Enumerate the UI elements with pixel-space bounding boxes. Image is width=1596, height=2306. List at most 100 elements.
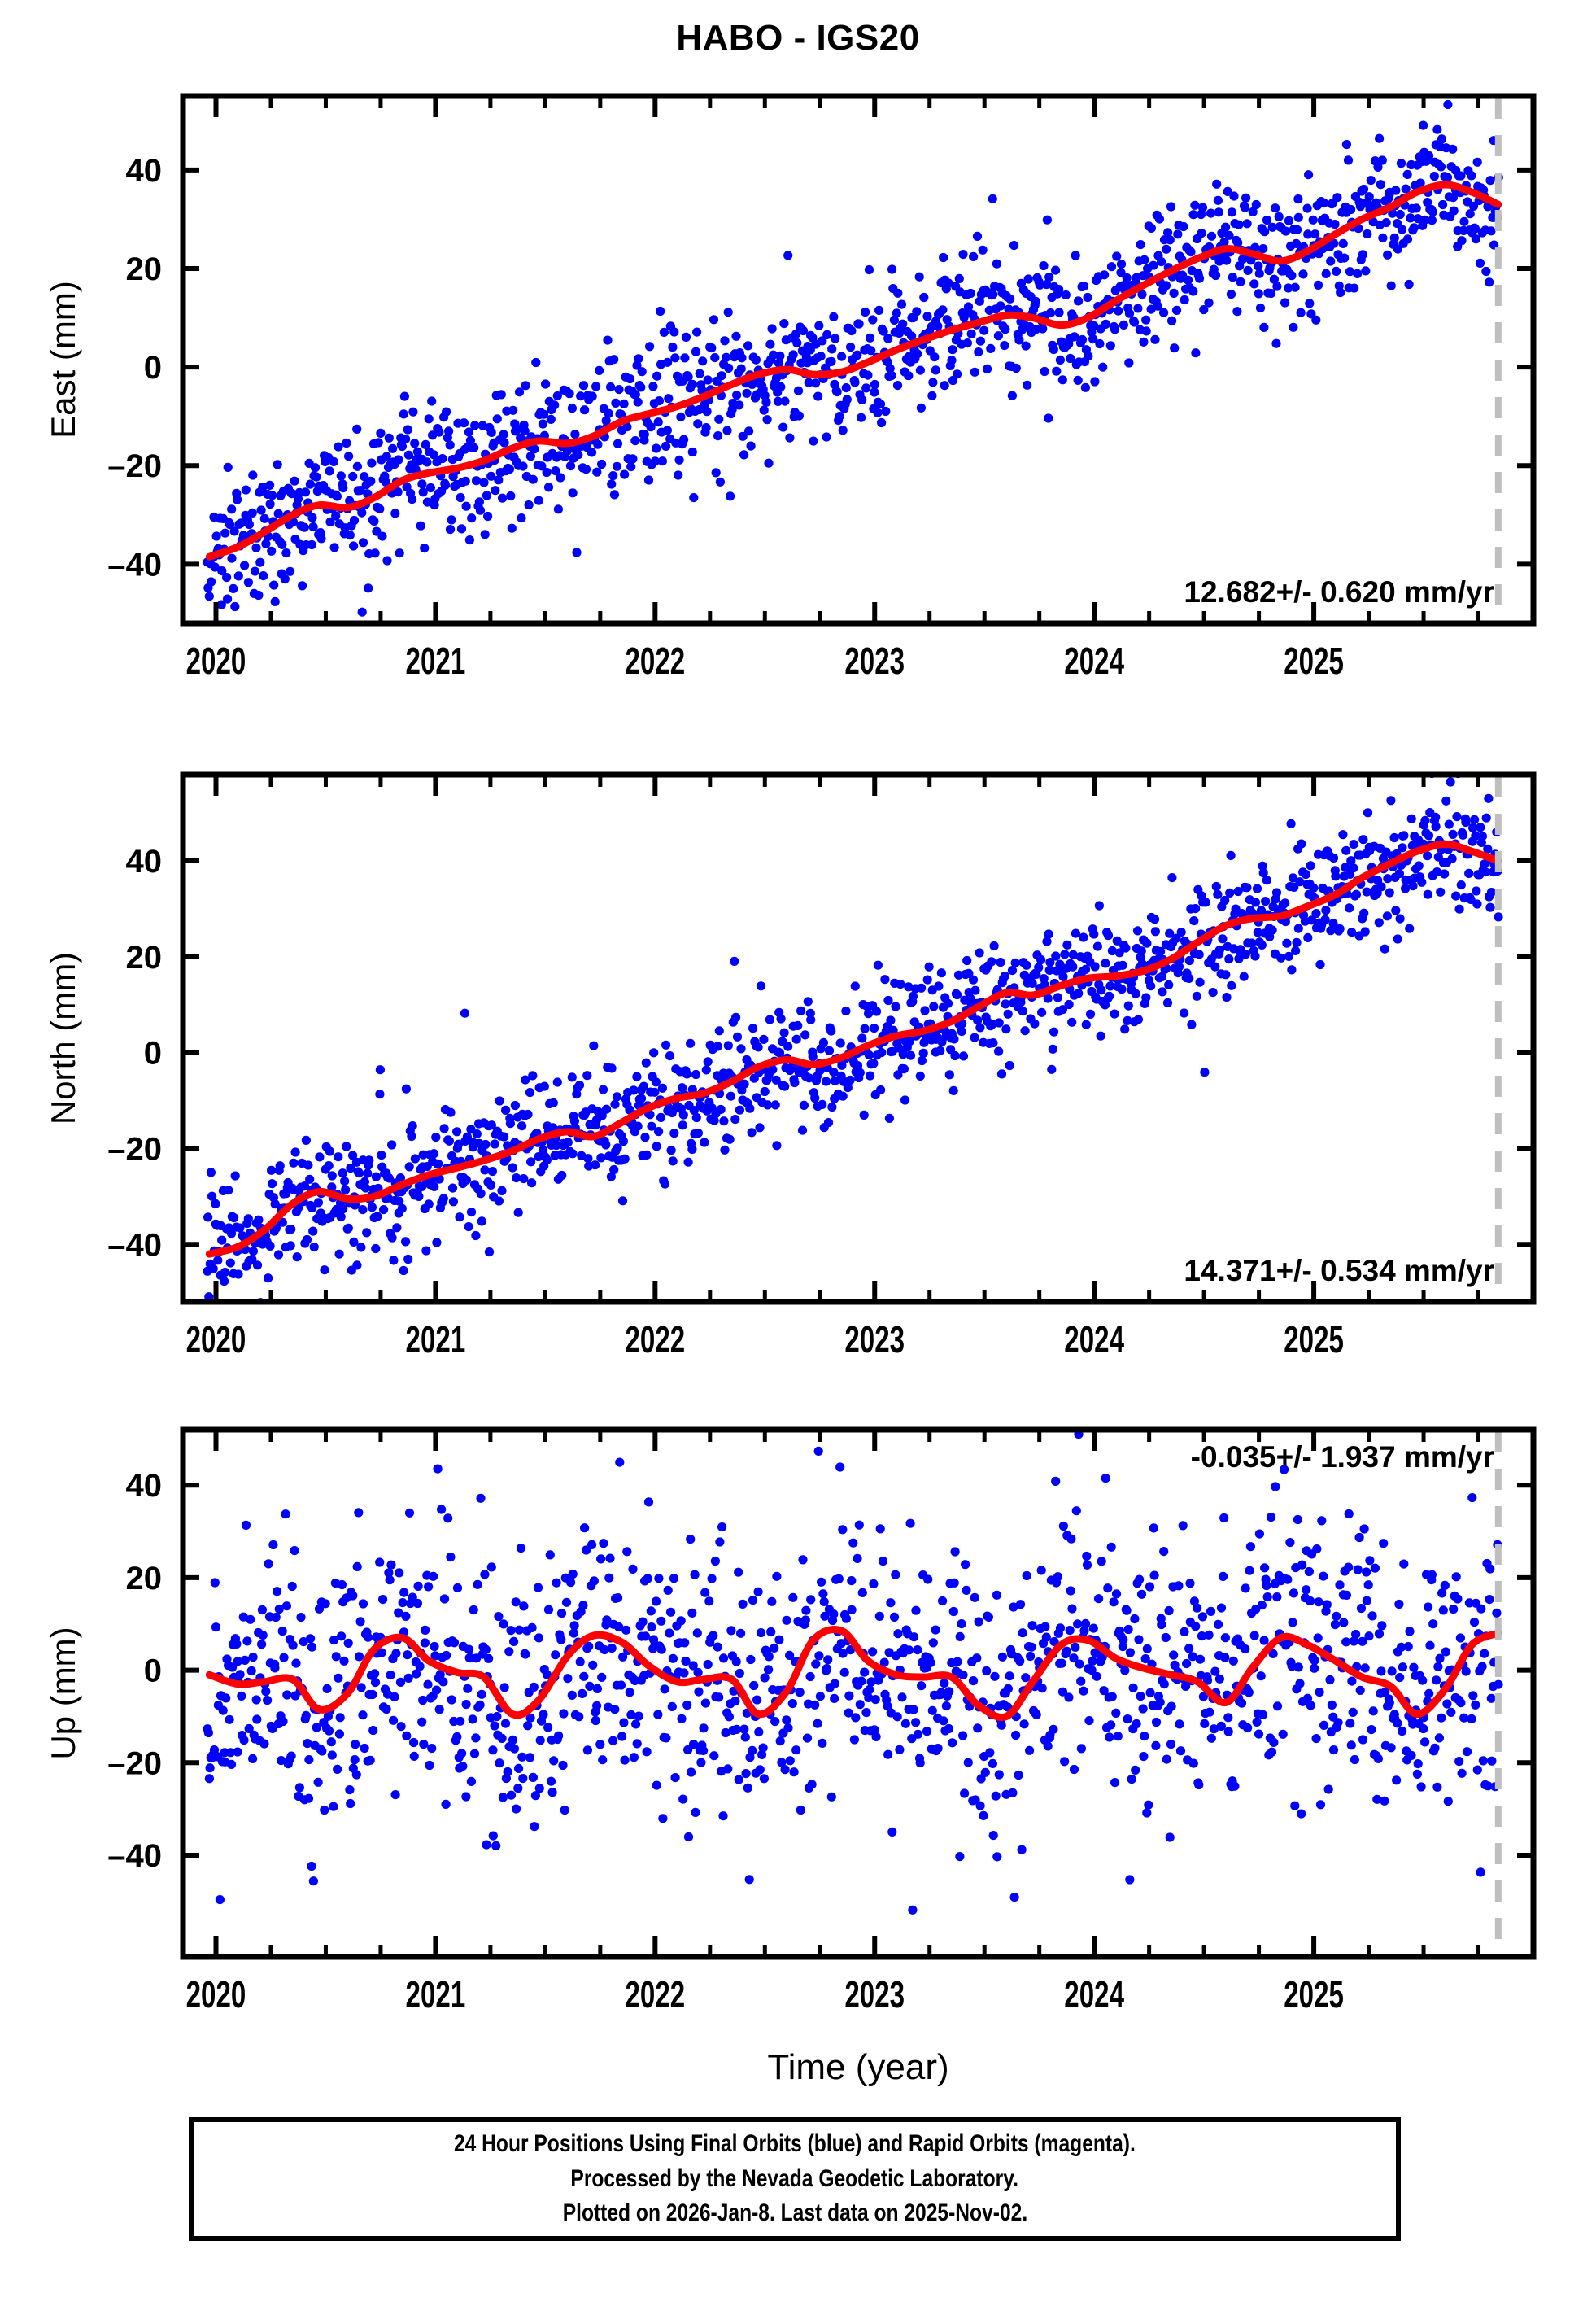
data-point bbox=[868, 1647, 878, 1657]
data-point bbox=[1112, 251, 1122, 261]
data-point bbox=[320, 1265, 329, 1275]
data-point bbox=[974, 1617, 983, 1627]
data-point bbox=[384, 1568, 394, 1578]
data-point bbox=[656, 1644, 666, 1654]
data-point bbox=[774, 1048, 785, 1058]
data-point bbox=[676, 412, 686, 421]
data-point bbox=[1266, 288, 1276, 299]
data-point bbox=[992, 259, 1001, 269]
data-point bbox=[216, 600, 226, 609]
y-tick-label: 40 bbox=[126, 844, 163, 880]
data-point bbox=[1055, 355, 1065, 365]
data-point bbox=[1301, 869, 1310, 880]
data-point bbox=[530, 1791, 541, 1801]
data-point bbox=[1055, 1623, 1066, 1633]
data-point bbox=[1011, 363, 1021, 373]
data-point bbox=[702, 407, 712, 417]
data-point bbox=[1166, 1740, 1176, 1749]
data-point bbox=[1188, 1652, 1197, 1662]
data-point bbox=[695, 369, 704, 378]
data-point bbox=[471, 1733, 481, 1743]
data-point bbox=[610, 1099, 620, 1109]
data-point bbox=[1420, 815, 1430, 825]
data-point bbox=[574, 1712, 584, 1722]
data-point bbox=[958, 1670, 968, 1680]
data-point bbox=[643, 1497, 654, 1507]
data-point bbox=[775, 1736, 785, 1746]
data-point bbox=[368, 1689, 377, 1700]
data-point bbox=[1202, 1675, 1213, 1685]
data-point bbox=[681, 332, 691, 342]
data-point bbox=[928, 378, 938, 387]
data-point bbox=[342, 438, 351, 448]
data-point bbox=[461, 501, 471, 511]
data-point bbox=[661, 441, 671, 452]
data-point bbox=[1146, 304, 1156, 314]
data-point bbox=[469, 1605, 478, 1615]
data-point bbox=[1307, 915, 1317, 925]
data-point bbox=[767, 324, 777, 334]
data-point bbox=[1218, 934, 1228, 944]
data-point bbox=[693, 1667, 703, 1677]
data-point bbox=[1101, 1474, 1110, 1483]
data-point bbox=[615, 1457, 625, 1467]
data-point bbox=[308, 1876, 318, 1886]
data-point bbox=[787, 1699, 797, 1709]
data-point bbox=[982, 1666, 992, 1676]
data-point bbox=[1328, 853, 1339, 863]
data-point bbox=[600, 1644, 609, 1655]
data-point bbox=[452, 1583, 463, 1593]
data-point bbox=[1138, 1704, 1148, 1714]
scatter-points-up bbox=[203, 1430, 1503, 1915]
data-point bbox=[531, 357, 541, 368]
data-point bbox=[408, 495, 417, 504]
data-point bbox=[780, 1081, 790, 1091]
data-point bbox=[713, 431, 723, 441]
data-point bbox=[1042, 280, 1052, 290]
data-point bbox=[613, 439, 623, 448]
data-point bbox=[1159, 1547, 1169, 1557]
data-point bbox=[334, 1152, 343, 1162]
data-point bbox=[1198, 1692, 1208, 1701]
data-point bbox=[753, 1042, 763, 1052]
data-point bbox=[793, 386, 804, 395]
data-point bbox=[1293, 924, 1303, 933]
data-point bbox=[782, 1615, 791, 1625]
data-point bbox=[410, 439, 420, 448]
data-point bbox=[813, 391, 823, 401]
data-point bbox=[1293, 212, 1303, 222]
data-point bbox=[824, 1046, 835, 1055]
data-point bbox=[748, 1596, 758, 1605]
data-point bbox=[1049, 1724, 1058, 1734]
data-point bbox=[1136, 1589, 1147, 1599]
data-point bbox=[703, 375, 713, 385]
data-point bbox=[1448, 144, 1458, 154]
data-point bbox=[1267, 925, 1277, 935]
data-point bbox=[523, 1721, 533, 1731]
data-point bbox=[1380, 1796, 1389, 1806]
data-point bbox=[342, 1142, 351, 1151]
data-point bbox=[1080, 1618, 1091, 1628]
data-point bbox=[861, 307, 870, 317]
data-point bbox=[895, 1745, 905, 1754]
data-point bbox=[668, 1156, 678, 1166]
data-point bbox=[1111, 1708, 1121, 1718]
data-point bbox=[1021, 341, 1031, 351]
data-point bbox=[1044, 413, 1053, 423]
data-point bbox=[1107, 946, 1117, 956]
data-point bbox=[792, 338, 802, 348]
data-point bbox=[226, 1229, 237, 1238]
data-point bbox=[972, 231, 983, 241]
data-point bbox=[1258, 244, 1268, 254]
data-point bbox=[885, 364, 895, 373]
data-point bbox=[334, 1729, 344, 1739]
data-point bbox=[693, 1128, 704, 1138]
data-point bbox=[217, 566, 227, 576]
data-point bbox=[1302, 203, 1312, 213]
data-point bbox=[371, 1172, 381, 1181]
data-point bbox=[296, 1613, 306, 1622]
data-point bbox=[1457, 236, 1467, 246]
data-point bbox=[277, 1756, 286, 1766]
data-point bbox=[922, 1727, 932, 1736]
data-point bbox=[1234, 220, 1244, 229]
